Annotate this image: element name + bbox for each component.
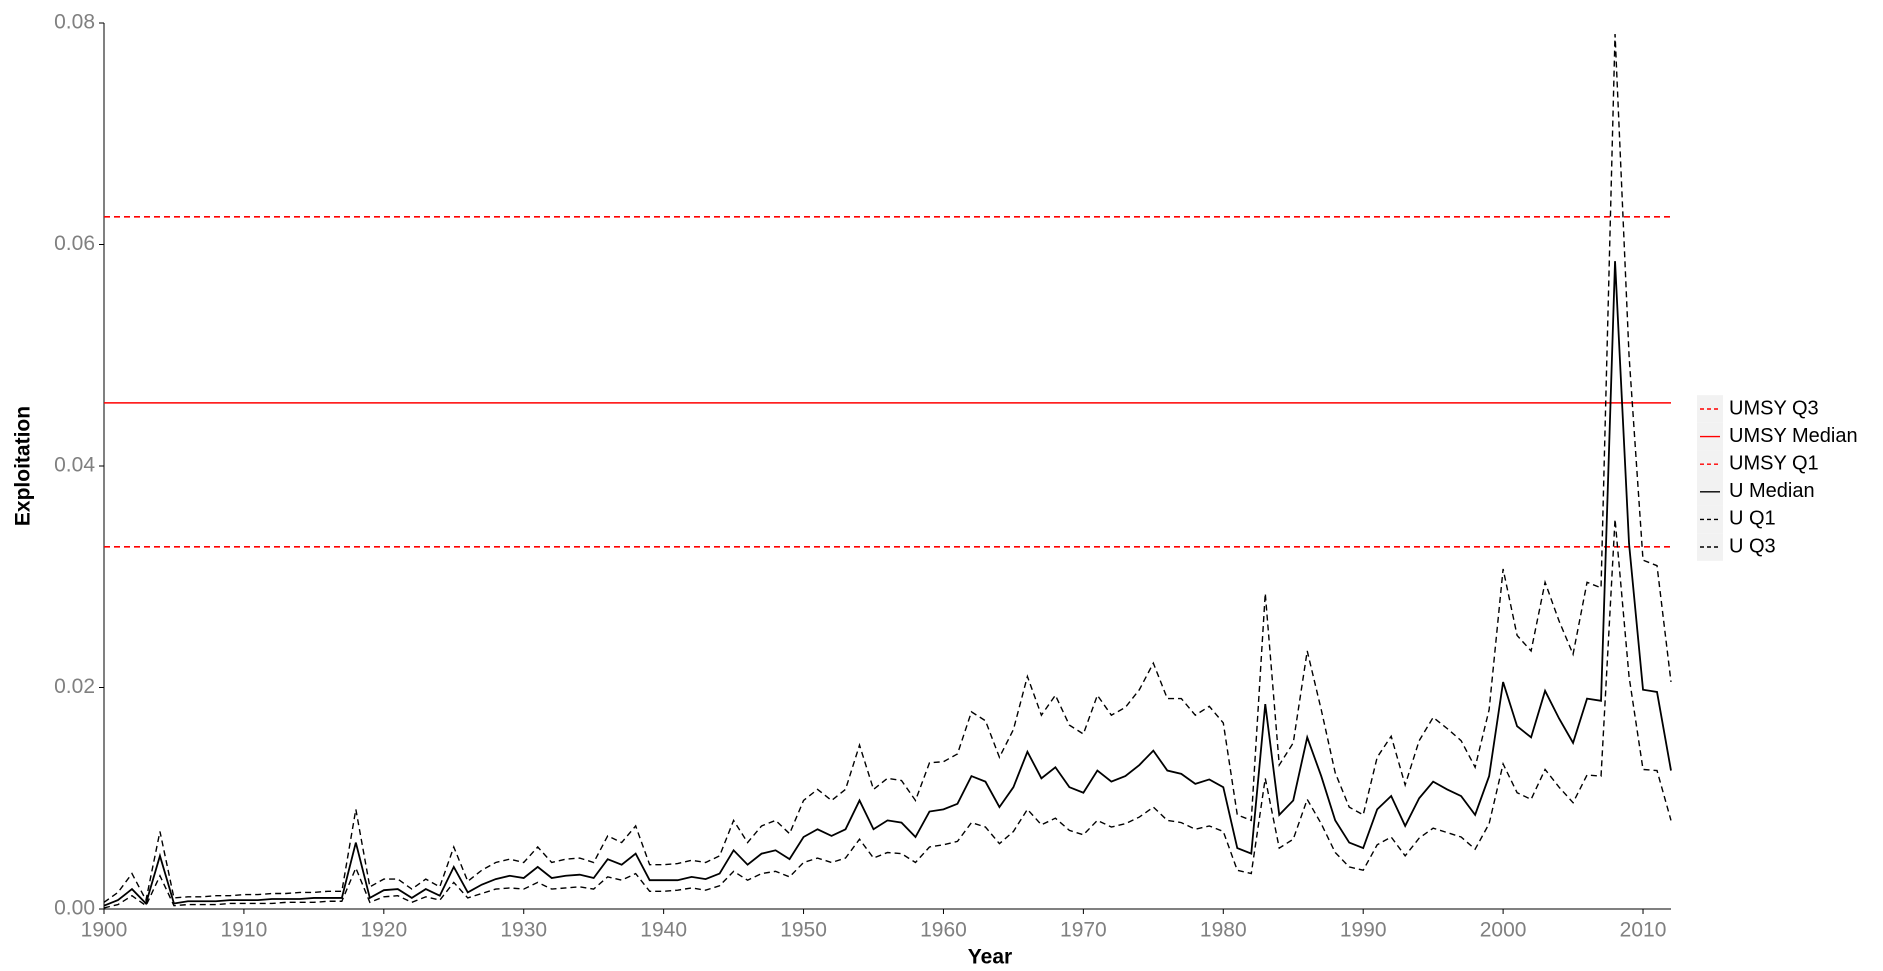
y-tick-label: 0.06 bbox=[54, 232, 95, 255]
x-tick-label: 2000 bbox=[1480, 919, 1527, 942]
x-tick-label: 1990 bbox=[1340, 919, 1387, 942]
y-tick-label: 0.02 bbox=[54, 675, 95, 698]
legend-label: UMSY Median bbox=[1729, 425, 1858, 447]
x-tick-label: 1970 bbox=[1060, 919, 1107, 942]
x-axis-title: Year bbox=[968, 946, 1012, 969]
legend-label: U Q1 bbox=[1729, 508, 1776, 530]
x-tick-label: 1950 bbox=[780, 919, 827, 942]
legend-label: UMSY Q1 bbox=[1729, 452, 1819, 474]
y-tick-label: 0.04 bbox=[54, 454, 95, 477]
y-tick-label: 0.08 bbox=[54, 11, 95, 34]
x-tick-label: 1940 bbox=[640, 919, 687, 942]
y-axis-title: Exploitation bbox=[12, 406, 35, 526]
x-tick-label: 1900 bbox=[81, 919, 128, 942]
legend-label: U Median bbox=[1729, 480, 1815, 502]
x-tick-label: 1910 bbox=[221, 919, 268, 942]
x-tick-label: 1980 bbox=[1200, 919, 1247, 942]
x-tick-label: 2010 bbox=[1620, 919, 1667, 942]
series-line bbox=[103, 34, 1672, 903]
x-tick-label: 1960 bbox=[920, 919, 967, 942]
y-tick-label: 0.00 bbox=[54, 897, 95, 920]
series-line bbox=[103, 261, 1672, 907]
x-tick-label: 1920 bbox=[360, 919, 407, 942]
series-line bbox=[103, 519, 1672, 909]
legend-label: UMSY Q3 bbox=[1729, 397, 1819, 419]
x-tick-label: 1930 bbox=[500, 919, 547, 942]
legend-label: U Q3 bbox=[1729, 535, 1776, 557]
